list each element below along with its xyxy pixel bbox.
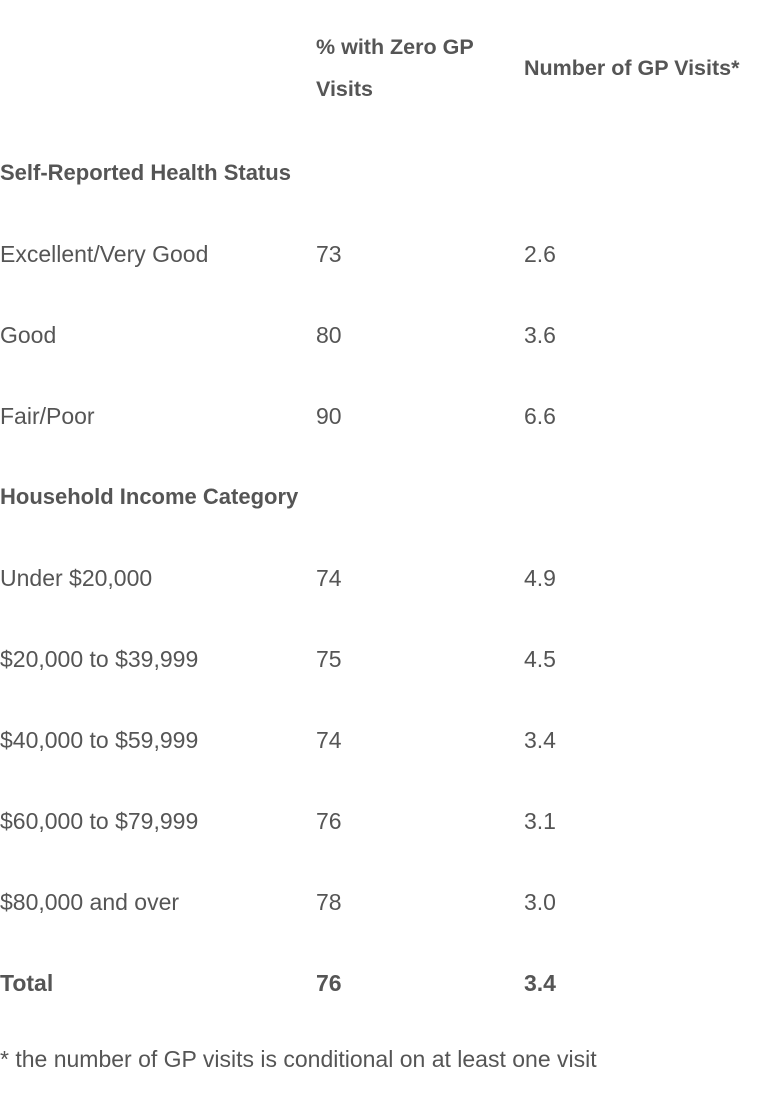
header-cell-number-visits: Number of GP Visits* [524, 56, 740, 80]
row-label: Fair/Poor [0, 402, 95, 429]
table-row: Excellent/Very Good 73 2.6 [0, 213, 782, 294]
row-label: $20,000 to $39,999 [0, 645, 199, 672]
row-number-visits: 4.5 [524, 645, 556, 672]
row-label: Excellent/Very Good [0, 240, 209, 267]
row-number-visits: 3.6 [524, 321, 556, 348]
row-label: $40,000 to $59,999 [0, 726, 199, 753]
row-label: $80,000 and over [0, 888, 180, 915]
row-label: Under $20,000 [0, 564, 153, 591]
row-number-visits: 4.9 [524, 564, 556, 591]
row-zero-visits [316, 132, 524, 213]
row-zero-visits: 80 [316, 321, 342, 348]
table-row: $80,000 and over 78 3.0 [0, 861, 782, 942]
header-cell-zero-visits: % with Zero GP Visits [316, 35, 474, 101]
row-number-visits: 3.0 [524, 888, 556, 915]
row-number-visits: 3.4 [524, 969, 556, 996]
table-row: $20,000 to $39,999 75 4.5 [0, 618, 782, 699]
row-label: $60,000 to $79,999 [0, 807, 199, 834]
row-label: Self-Reported Health Status [0, 159, 291, 185]
table-row: Under $20,000 74 4.9 [0, 537, 782, 618]
row-number-visits: 3.4 [524, 726, 556, 753]
table-footnote: * the number of GP visits is conditional… [0, 1046, 597, 1072]
row-zero-visits [316, 456, 524, 537]
row-zero-visits: 76 [316, 969, 342, 996]
row-zero-visits: 90 [316, 402, 342, 429]
table-row-section: Self-Reported Health Status [0, 132, 782, 213]
row-label: Household Income Category [0, 483, 299, 509]
row-zero-visits: 74 [316, 564, 342, 591]
row-number-visits: 3.1 [524, 807, 556, 834]
row-zero-visits: 73 [316, 240, 342, 267]
row-number-visits: 6.6 [524, 402, 556, 429]
table-row-total: Total 76 3.4 [0, 942, 782, 1023]
header-cell-label [0, 0, 316, 132]
row-number-visits [524, 132, 782, 213]
table-row: Fair/Poor 90 6.6 [0, 375, 782, 456]
row-zero-visits: 74 [316, 726, 342, 753]
row-zero-visits: 76 [316, 807, 342, 834]
row-zero-visits: 75 [316, 645, 342, 672]
table-row: $60,000 to $79,999 76 3.1 [0, 780, 782, 861]
row-number-visits [524, 456, 782, 537]
row-number-visits: 2.6 [524, 240, 556, 267]
row-label: Total [0, 969, 54, 996]
table-row-section: Household Income Category [0, 456, 782, 537]
gp-visits-table: % with Zero GP Visits Number of GP Visit… [0, 0, 782, 1023]
table-row: Good 80 3.6 [0, 294, 782, 375]
table-header-row: % with Zero GP Visits Number of GP Visit… [0, 0, 782, 132]
table-row: $40,000 to $59,999 74 3.4 [0, 699, 782, 780]
row-zero-visits: 78 [316, 888, 342, 915]
row-label: Good [0, 321, 57, 348]
